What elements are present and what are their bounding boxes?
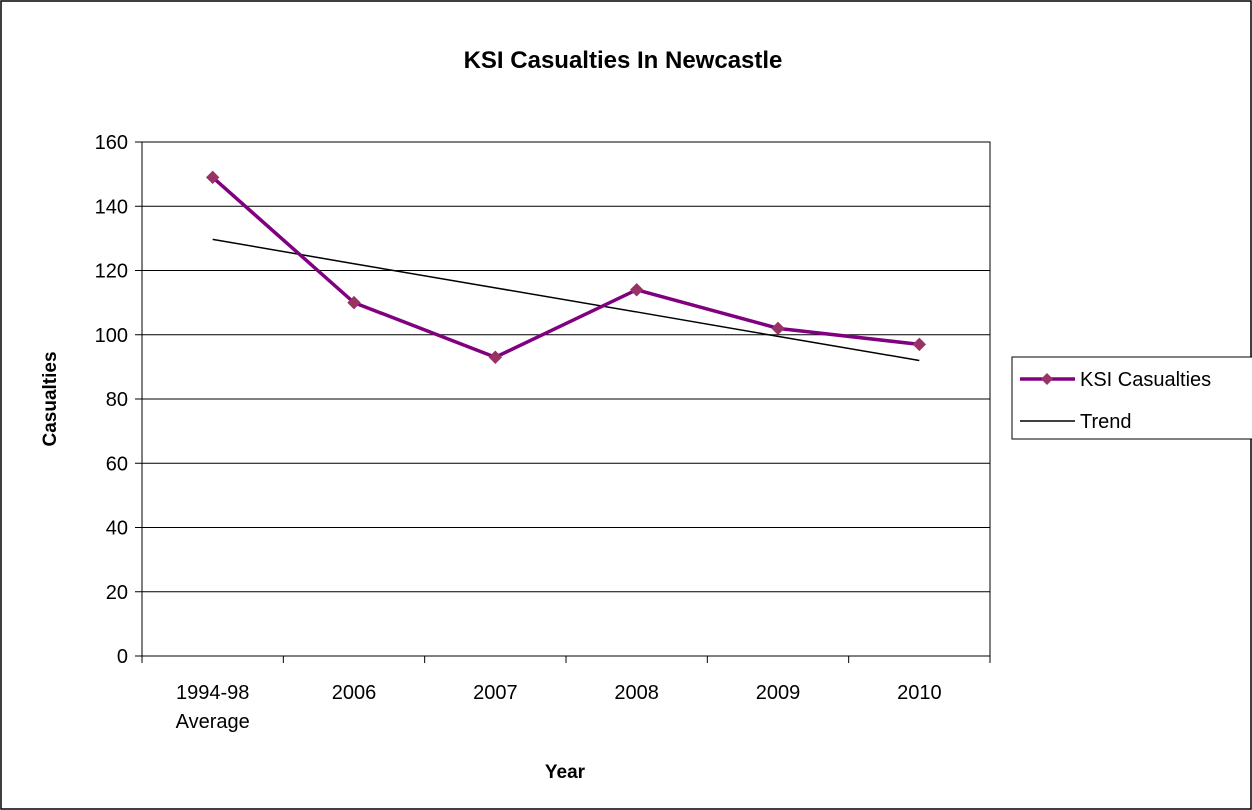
- y-tick-label: 0: [117, 646, 128, 668]
- data-point-ksi-casualties: [205, 170, 220, 185]
- y-tick-label: 160: [95, 132, 128, 154]
- x-tick-label: 2007: [473, 682, 518, 704]
- data-point-ksi-casualties: [771, 321, 785, 336]
- legend-label-trend: Trend: [1080, 411, 1132, 433]
- legend: KSI Casualties Trend: [1011, 356, 1252, 440]
- y-axis-title: Casualties: [40, 351, 61, 446]
- y-tick-label: 20: [106, 582, 128, 604]
- legend-box: [1011, 356, 1252, 440]
- axes: 0 20 40 60 80 100 120 140 160 1994-98 Average 2006 2…: [95, 132, 991, 733]
- x-tick-label: 2008: [614, 682, 659, 704]
- x-tick-label-line: 2007: [473, 682, 518, 704]
- series-line-trend: [212, 238, 920, 362]
- data-point-ksi-casualties: [347, 295, 361, 310]
- data-point-ksi-casualties: [912, 337, 927, 352]
- x-tick-label-line: 2008: [614, 682, 659, 704]
- y-tick-label: 100: [95, 325, 128, 347]
- series-layer: [205, 170, 927, 364]
- y-tick-label: 80: [106, 389, 128, 411]
- x-tick-label: 2006: [332, 682, 377, 704]
- x-tick-label-line: 2009: [756, 682, 801, 704]
- data-point-ksi-casualties: [488, 350, 503, 364]
- legend-marker-ksi-casualties: [1041, 373, 1053, 385]
- x-tick-label-line: 2010: [897, 682, 942, 704]
- x-tick-label: 2010: [897, 682, 942, 704]
- x-tick-label: 1994-98 Average: [176, 682, 250, 733]
- x-tick-label-line: Average: [176, 711, 250, 733]
- gridlines: [142, 205, 990, 593]
- x-tick-label-line: 1994-98: [176, 682, 249, 704]
- x-axis-title: Year: [545, 762, 586, 783]
- legend-label-ksi-casualties: KSI Casualties: [1080, 369, 1211, 391]
- chart-title: KSI Casualties In Newcastle: [464, 47, 783, 74]
- data-point-ksi-casualties: [629, 283, 644, 297]
- x-tick-label: 2009: [756, 682, 801, 704]
- x-tick-label-line: 2006: [332, 682, 377, 704]
- y-tick-label: 60: [106, 453, 128, 475]
- y-tick-label: 120: [95, 261, 128, 283]
- y-tick-label: 140: [95, 196, 128, 218]
- series-line-ksi-casualties: [211, 176, 920, 359]
- y-tick-label: 40: [106, 518, 128, 540]
